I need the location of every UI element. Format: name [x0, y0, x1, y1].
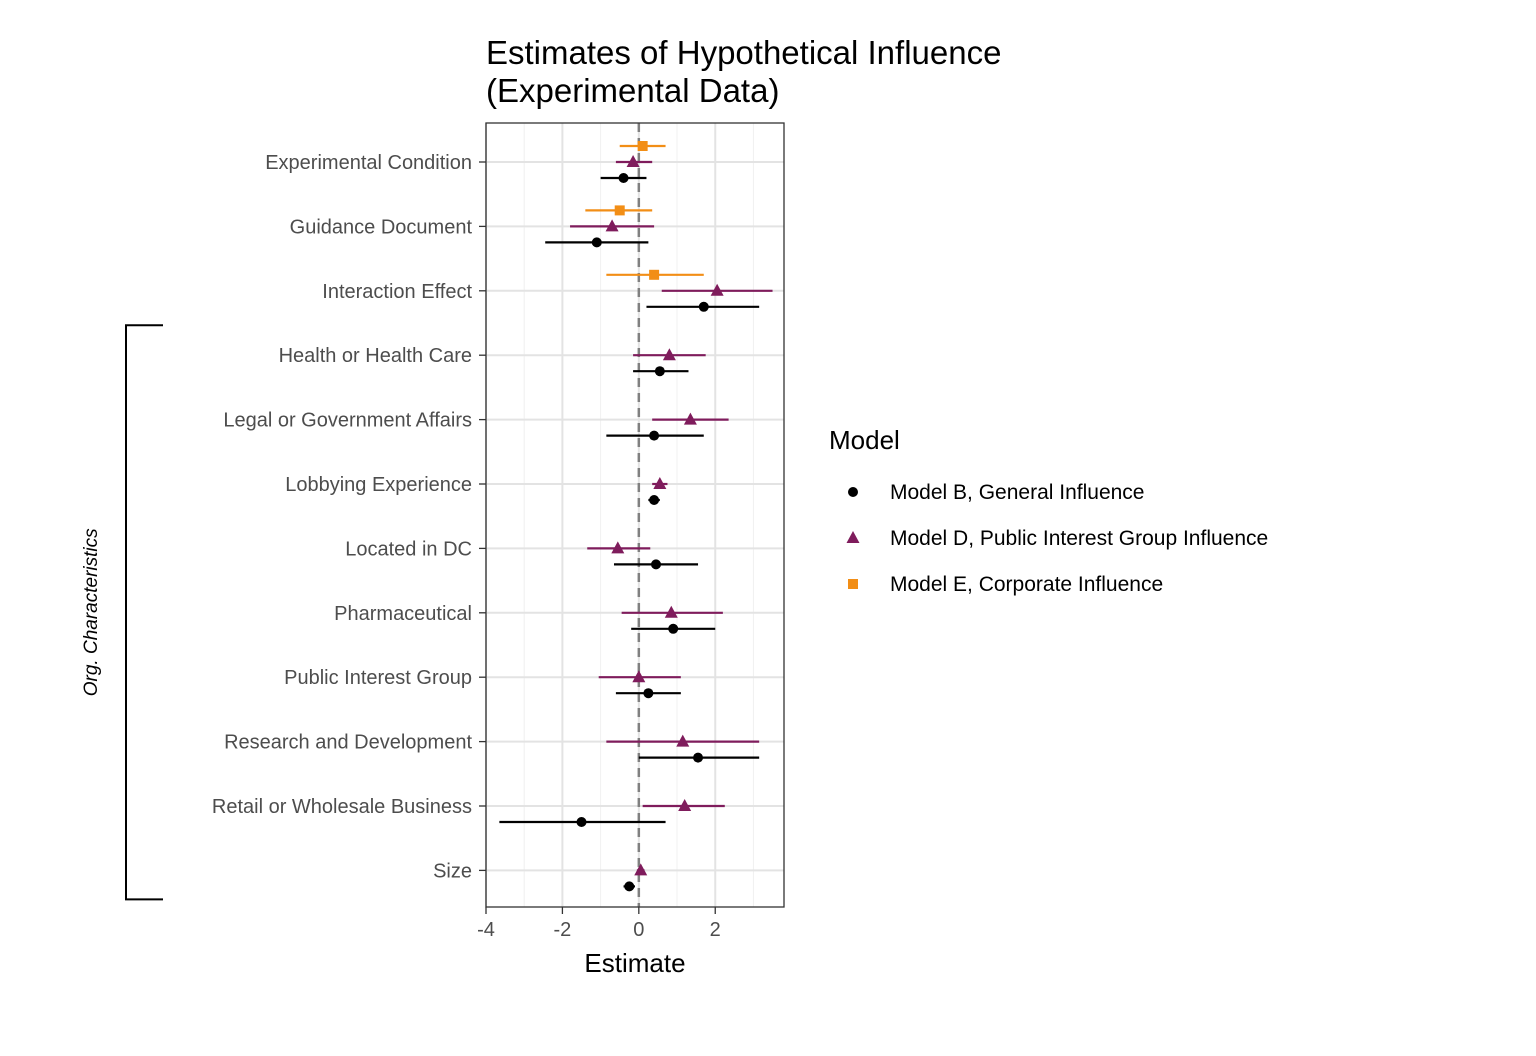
org-characteristics-bracket	[125, 324, 163, 901]
estimate-point	[662, 348, 676, 361]
x-tick-label: 2	[710, 919, 721, 941]
legend-label: Model E, Corporate Influence	[890, 573, 1163, 596]
estimate-point	[624, 881, 635, 892]
org-characteristics-label: Org. Characteristics	[81, 528, 102, 696]
estimate-point	[668, 623, 679, 634]
category-label: Health or Health Care	[279, 345, 472, 367]
category-label: Legal or Government Affairs	[223, 410, 472, 432]
x-tick-label: -4	[477, 919, 495, 941]
legend-key-circle	[848, 487, 858, 497]
estimate-point	[676, 734, 690, 747]
estimate-point	[576, 817, 587, 827]
x-tick-label: -2	[554, 919, 572, 941]
estimate-point	[614, 205, 625, 216]
category-label: Interaction Effect	[322, 281, 472, 303]
estimate-point	[611, 541, 625, 554]
x-tick-label: 0	[633, 919, 644, 941]
legend-title: Model	[829, 425, 900, 455]
estimate-point	[653, 477, 667, 489]
category-label: Pharmaceutical	[334, 603, 472, 625]
legend-key-square	[848, 579, 858, 589]
estimate-point	[678, 799, 692, 811]
category-label: Guidance Document	[290, 216, 473, 238]
estimate-point	[634, 863, 648, 876]
x-axis: -4 -2 0 2	[477, 907, 721, 941]
series-triangle	[570, 155, 773, 876]
estimate-point	[693, 752, 704, 763]
legend: Model B, General Influence Model D, Publi…	[846, 481, 1268, 596]
x-axis-title: Estimate	[584, 948, 685, 978]
estimate-point	[649, 495, 660, 505]
estimate-point	[664, 605, 678, 618]
estimate-point	[683, 412, 697, 425]
estimate-point	[591, 237, 602, 248]
estimate-point	[710, 283, 724, 296]
series-square	[585, 141, 704, 280]
legend-key-triangle	[846, 531, 860, 543]
estimate-point	[649, 430, 660, 441]
estimate-point	[651, 559, 662, 570]
estimate-point	[637, 141, 648, 151]
series-circle	[499, 173, 760, 892]
estimate-point	[643, 688, 654, 699]
estimate-point	[654, 366, 665, 377]
estimate-point	[618, 173, 629, 183]
estimate-point	[632, 670, 646, 683]
category-label: Research and Development	[224, 732, 472, 754]
category-label: Public Interest Group	[284, 667, 472, 689]
y-axis: Experimental Condition Guidance Document I…	[212, 152, 486, 882]
category-label: Size	[433, 860, 472, 882]
legend-label: Model D, Public Interest Group Influence	[890, 527, 1268, 550]
estimate-point	[649, 269, 660, 280]
estimate-point	[605, 219, 619, 232]
category-label: Retail or Wholesale Business	[212, 796, 472, 818]
estimate-point	[626, 155, 640, 167]
chart-subtitle: (Experimental Data)	[486, 72, 779, 109]
estimate-point	[698, 301, 709, 312]
series-layer	[499, 141, 773, 892]
category-label: Experimental Condition	[265, 152, 472, 174]
category-label: Located in DC	[345, 538, 472, 560]
chart-title: Estimates of Hypothetical Influence	[486, 34, 1001, 71]
panel-border	[485, 122, 785, 908]
legend-label: Model B, General Influence	[890, 481, 1144, 504]
grid-layer	[485, 123, 784, 907]
category-label: Lobbying Experience	[285, 474, 472, 496]
